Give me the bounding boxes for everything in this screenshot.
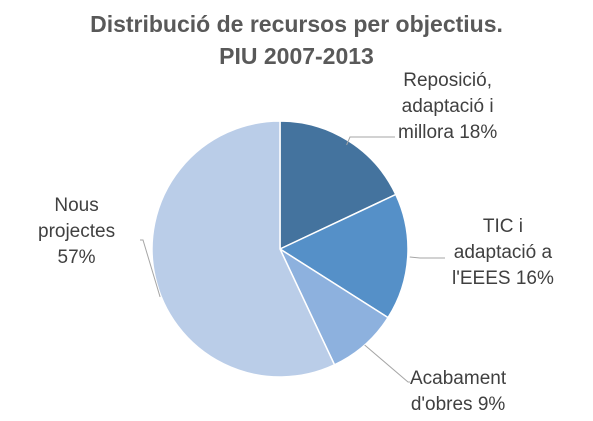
slice-label-line: Acabament (410, 368, 507, 389)
slice-label-line: Reposició, (403, 70, 492, 91)
slice-label-line: adaptació a (453, 242, 553, 263)
slice-label-line: 57% (57, 247, 96, 268)
chart-title-line-2: PIU 2007-2013 (219, 43, 374, 69)
leader-line-acabament (364, 344, 410, 383)
slice-label-line: TIC i (482, 216, 523, 237)
leader-line-nous-projectes (140, 239, 161, 298)
slice-label-reposicio: Reposició, adaptació i millora 18% (398, 68, 497, 146)
slice-tic (278, 193, 409, 319)
chart-title-line-1: Distribució de recursos per objectius. (90, 11, 503, 37)
slice-label-acabament: Acabament d'obres 9% (410, 366, 506, 418)
slice-label-nous-projectes: Nous projectes 57% (38, 193, 115, 271)
leader-line-tic (409, 256, 445, 259)
leader-line-reposicio (346, 136, 395, 146)
chart-title: Distribució de recursos per objectius. P… (0, 8, 593, 72)
slice-nous-projectes (151, 120, 336, 378)
slice-label-tic: TIC i adaptació a l'EEES 16% (452, 214, 554, 292)
slice-label-line: d'obres 9% (410, 394, 506, 415)
slice-label-line: l'EEES 16% (452, 268, 554, 289)
slice-label-line: millora 18% (398, 122, 498, 143)
slice-label-line: Nous (54, 195, 99, 216)
slice-label-line: adaptació i (401, 96, 494, 117)
slice-label-line: projectes (38, 221, 116, 242)
